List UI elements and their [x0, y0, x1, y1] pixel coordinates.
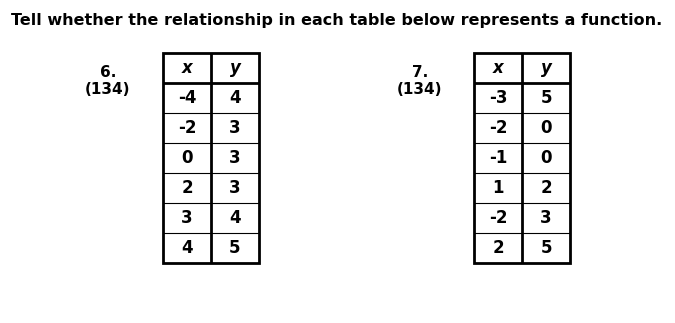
- Text: 1: 1: [492, 179, 504, 197]
- Text: -2: -2: [178, 119, 196, 137]
- Text: -3: -3: [489, 89, 507, 107]
- Text: y: y: [230, 59, 240, 77]
- Text: x: x: [493, 59, 504, 77]
- Text: 2: 2: [181, 179, 193, 197]
- Text: -2: -2: [489, 119, 507, 137]
- Text: 3: 3: [230, 119, 241, 137]
- Text: 0: 0: [540, 119, 551, 137]
- Text: 7.
(134): 7. (134): [398, 65, 443, 98]
- Text: y: y: [541, 59, 551, 77]
- Text: 0: 0: [182, 149, 193, 167]
- Text: 2: 2: [492, 239, 504, 257]
- Text: Tell whether the relationship in each table below represents a function.: Tell whether the relationship in each ta…: [11, 13, 663, 28]
- Text: 2: 2: [540, 179, 552, 197]
- Bar: [163, 53, 259, 263]
- Text: x: x: [182, 59, 192, 77]
- Text: 5: 5: [230, 239, 241, 257]
- Text: 3: 3: [540, 209, 552, 227]
- Text: 3: 3: [230, 149, 241, 167]
- Text: 4: 4: [181, 239, 193, 257]
- Text: -4: -4: [178, 89, 196, 107]
- Text: 5: 5: [540, 89, 551, 107]
- Text: -1: -1: [489, 149, 507, 167]
- Text: 3: 3: [230, 179, 241, 197]
- Text: 6.
(134): 6. (134): [85, 65, 131, 98]
- Text: 4: 4: [230, 209, 241, 227]
- Bar: [474, 53, 570, 263]
- Text: 0: 0: [540, 149, 551, 167]
- Text: 4: 4: [230, 89, 241, 107]
- Text: 3: 3: [181, 209, 193, 227]
- Text: 5: 5: [540, 239, 551, 257]
- Text: -2: -2: [489, 209, 507, 227]
